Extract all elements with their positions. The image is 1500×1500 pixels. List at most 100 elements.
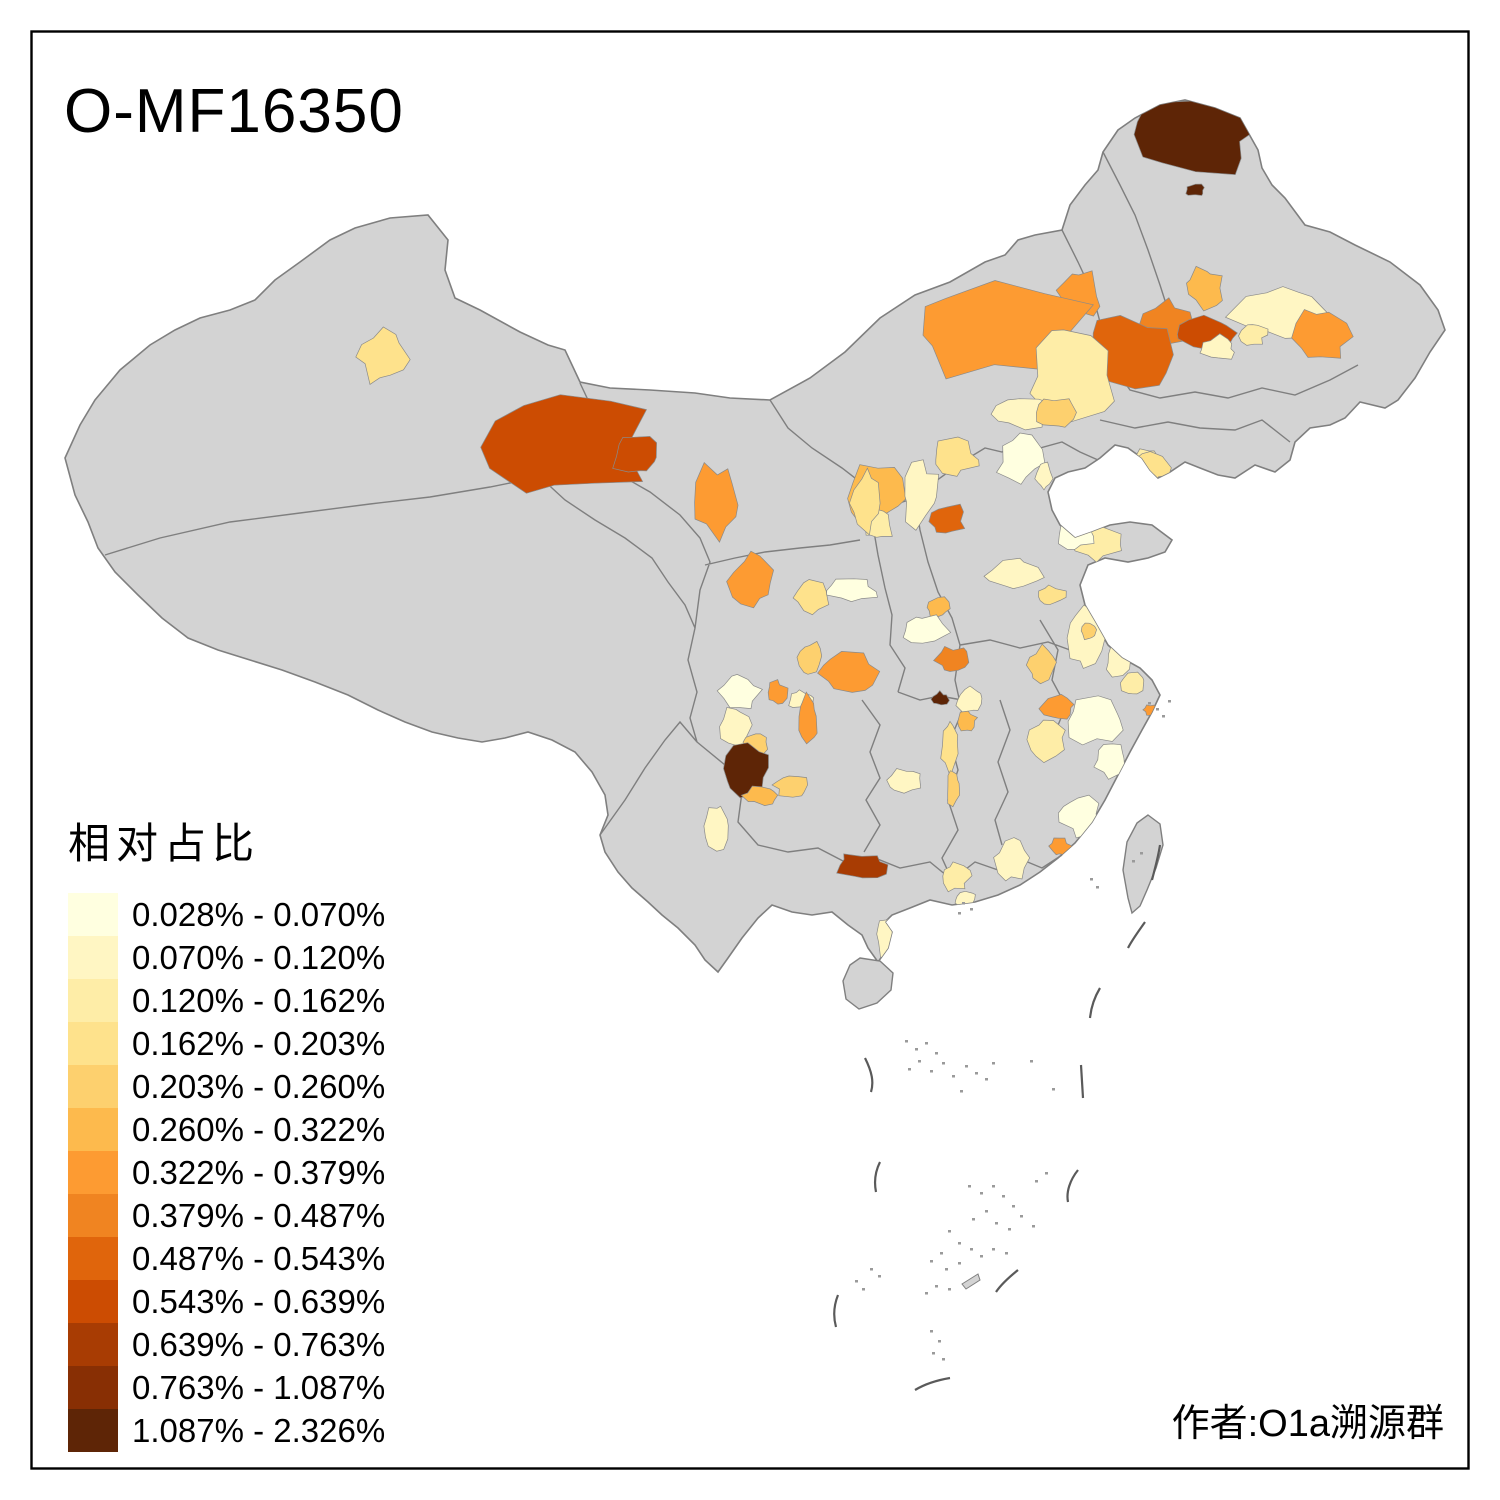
map-region: [935, 436, 980, 477]
islet-dot: [932, 1352, 935, 1355]
legend-row: 0.162% - 0.203%: [68, 1022, 385, 1065]
islet-dot: [915, 1048, 918, 1051]
islet-dot: [985, 1078, 988, 1081]
islet-dot: [985, 1210, 988, 1213]
map-region: [1026, 719, 1066, 764]
islet-dot: [1002, 1195, 1005, 1198]
map-region: [928, 503, 966, 534]
islet-dot: [925, 1042, 928, 1045]
legend-label: 0.487% - 0.543%: [132, 1240, 386, 1277]
map-region: [995, 432, 1046, 485]
islet-dot: [948, 1288, 951, 1291]
legend-label: 0.070% - 0.120%: [132, 939, 386, 976]
legend-label: 0.203% - 0.260%: [132, 1068, 386, 1105]
legend-swatch: [68, 936, 118, 979]
map-region: [612, 436, 657, 473]
map-region: [957, 710, 979, 732]
map-region: [796, 640, 823, 675]
map-region: [703, 805, 729, 852]
map-region: [1291, 309, 1354, 359]
map-region: [767, 679, 789, 705]
map-region: [480, 394, 648, 494]
islet-dot: [925, 1292, 928, 1295]
legend-swatch: [68, 979, 118, 1022]
map-region: [993, 837, 1031, 882]
legend-swatch: [68, 1108, 118, 1151]
map-region: [1199, 333, 1235, 360]
legend-title: 相对占比: [68, 820, 261, 867]
islet-dot: [862, 1288, 865, 1291]
legend-row: 0.203% - 0.260%: [68, 1065, 385, 1108]
islet-dot: [930, 1330, 933, 1333]
legend-row: 0.543% - 0.639%: [68, 1280, 385, 1323]
map-region: [926, 596, 951, 618]
islet-dot: [940, 1252, 943, 1255]
legend-row: 0.120% - 0.162%: [68, 979, 385, 1022]
islet-dot: [1020, 1215, 1023, 1218]
islet-dot: [975, 1072, 978, 1075]
islet-dot: [1168, 700, 1171, 703]
legend-label: 0.543% - 0.639%: [132, 1283, 386, 1320]
legend-label: 0.322% - 0.379%: [132, 1154, 386, 1191]
legend-row: 0.322% - 0.379%: [68, 1151, 385, 1194]
islet-dot: [995, 1222, 998, 1225]
map-region: [1038, 584, 1067, 606]
islet-dot: [952, 1075, 955, 1078]
islet-dot: [1096, 886, 1099, 889]
map-region: [955, 685, 983, 713]
islet-dot: [970, 1248, 973, 1251]
map-region: [1120, 671, 1145, 695]
islet-dot: [938, 1340, 941, 1343]
map-region: [716, 674, 763, 709]
map-region: [355, 326, 411, 385]
map-region: [836, 853, 889, 879]
legend-swatch: [68, 1237, 118, 1280]
islet-dot: [992, 1062, 995, 1065]
sea-islands: [855, 700, 1171, 1361]
islet-dot: [960, 1090, 963, 1093]
islet-dot: [1148, 702, 1151, 705]
islet-dot: [958, 912, 961, 915]
map-region: [817, 651, 881, 693]
legend-swatch: [68, 1280, 118, 1323]
islet-dot: [965, 1065, 968, 1068]
legend-label: 1.087% - 2.326%: [132, 1412, 386, 1449]
map-region: [1067, 695, 1124, 746]
legend-row: 1.087% - 2.326%: [68, 1409, 385, 1452]
hainan-island: [842, 957, 894, 1010]
legend-row: 0.028% - 0.070%: [68, 893, 385, 936]
islet-dot: [1140, 852, 1143, 855]
islet-dot: [958, 1262, 961, 1265]
islet-dot: [962, 902, 965, 905]
legend-label: 0.379% - 0.487%: [132, 1197, 386, 1234]
islet-dot: [1008, 1228, 1011, 1231]
map-region: [886, 768, 922, 794]
map-region: [930, 690, 950, 706]
map-region: [792, 579, 830, 616]
map-region: [1186, 265, 1223, 312]
map-region: [947, 770, 961, 808]
island-bank: [961, 1273, 981, 1290]
map-region: [1036, 398, 1077, 428]
legend-row: 0.763% - 1.087%: [68, 1366, 385, 1409]
taiwan-island: [1122, 814, 1164, 915]
legend-row: 0.379% - 0.487%: [68, 1194, 385, 1237]
islet-dot: [972, 1218, 975, 1221]
map-region: [940, 720, 959, 778]
attribution: 作者:O1a溯源群: [1171, 1403, 1444, 1445]
islet-dot: [992, 1248, 995, 1251]
islet-dot: [1030, 1060, 1033, 1063]
legend-row: 0.487% - 0.543%: [68, 1237, 385, 1280]
islet-dot: [930, 1260, 933, 1263]
islet-dot: [878, 1275, 881, 1278]
islet-dot: [1052, 1088, 1055, 1091]
islet-dot: [948, 1230, 951, 1233]
islet-dot: [905, 1040, 908, 1043]
legend-swatch: [68, 893, 118, 936]
legend-rows: 0.028% - 0.070% 0.070% - 0.120% 0.120% - 0…: [68, 893, 385, 1452]
islet-dot: [942, 1358, 945, 1361]
islet-dot: [918, 1060, 921, 1063]
map-region: [983, 557, 1045, 589]
